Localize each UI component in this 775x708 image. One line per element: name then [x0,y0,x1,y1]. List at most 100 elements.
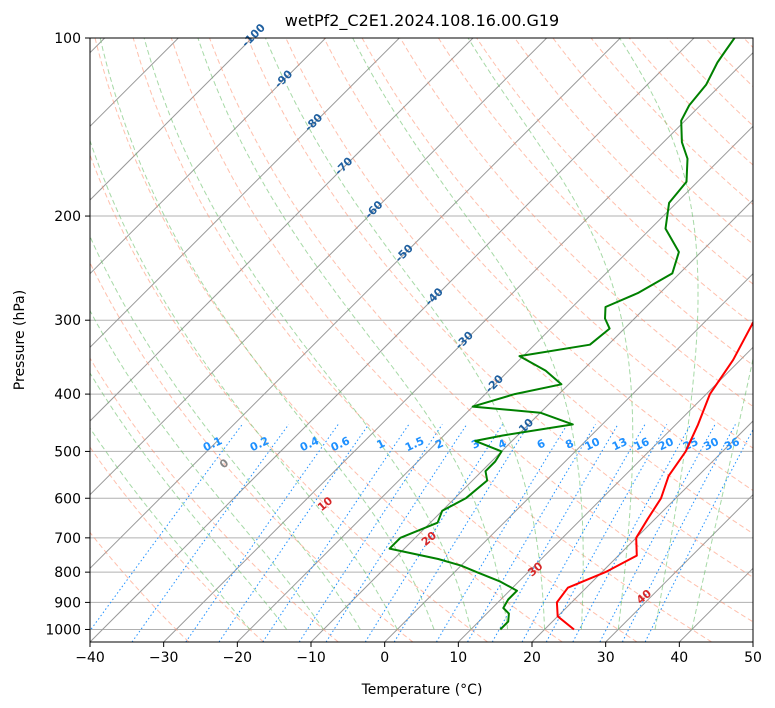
dry-adiabat-line [90,261,414,642]
mixing-ratio-label: 20 [656,435,676,453]
isotherm-label: -50 [393,241,416,264]
x-tick-label: −40 [75,650,105,666]
x-tick-label: −10 [296,650,326,666]
isotherm-label: -80 [302,111,325,134]
isotherm-line [678,567,753,642]
mixing-ratio-label: 25 [681,435,700,453]
isotherm-line [457,346,753,642]
moist-adiabat-line [691,356,753,630]
isotherm-label: -90 [272,67,295,90]
moist-adiabat-line [90,235,361,630]
isotherm-line [90,38,400,349]
moist-adiabat-line [197,38,509,630]
moist-adiabat-line [143,38,472,630]
chart-title: wetPf2_C2E1.2024.108.16.00.G19 [285,11,559,31]
moist-adiabat-line [352,38,584,630]
x-tick-label: 40 [670,650,688,666]
x-tick-label: 10 [449,650,467,666]
isotherm-line [90,38,474,422]
mixing-ratio-line [644,428,753,642]
y-tick-label: 900 [54,595,81,611]
mixing-ratio-line [467,424,596,642]
x-tick-label: 0 [380,650,389,666]
mixing-ratio-line [364,424,504,642]
mixing-ratio-label: 1 [375,437,387,452]
mixing-ratio-line [218,424,370,642]
y-tick-label: 200 [54,209,81,225]
dry-adiabat-line [90,153,488,642]
mixing-ratio-line [262,424,410,642]
mixing-ratio-line [572,424,692,642]
background-lines [90,38,753,642]
dry-adiabat-label: 40 [634,587,654,607]
y-tick-label: 100 [54,31,81,47]
dry-adiabat-line [514,38,753,285]
x-tick-label: 30 [597,650,615,666]
temperature-line [555,320,753,631]
y-tick-label: 300 [54,313,81,329]
axis-ticks: −40 −30 −20 −10 0 10 20 30 40 5010020030040050060… [45,31,762,666]
mixing-ratio-line [491,424,619,642]
isotherm-label: -10 [513,416,536,439]
moist-adiabat-line [90,372,288,630]
mixing-ratio-line [325,424,468,642]
dry-adiabat-line [705,38,753,88]
isotherm-label: -70 [332,154,355,177]
dry-adiabat-line [90,446,264,642]
mixing-ratio-label: 2 [433,437,445,452]
dry-adiabat-line [743,38,753,49]
dewpoint-line [388,38,736,631]
isotherm-label: -40 [423,285,446,308]
profile-series [388,38,753,631]
y-tick-label: 500 [54,444,81,460]
y-tick-label: 400 [54,387,81,403]
mixing-ratio-line [545,424,668,642]
dry-adiabat-line [323,38,753,492]
mixing-ratio-line [621,424,736,642]
mixing-ratio-line [599,424,716,642]
isotherm-line [752,641,753,642]
dry-adiabat-line [437,38,753,366]
x-tick-label: −30 [149,650,179,666]
mixing-ratio-line [521,424,646,642]
y-axis-label: Pressure (hPa) [12,290,28,390]
moist-adiabat-line [619,38,699,630]
y-tick-label: 1000 [45,623,81,639]
isotherm-line [384,272,753,642]
moist-adiabat-line [467,38,634,630]
isotherm-label: -20 [483,372,506,395]
dry-adiabat-line [132,38,638,642]
y-tick-label: 800 [54,565,81,581]
isotherm-line [163,51,753,642]
moist-adiabat-line [90,427,251,630]
isotherm-line [90,38,548,496]
mixing-ratio-line [435,424,568,642]
dry-adiabat-line [90,357,339,642]
isotherm-label: -30 [453,329,476,352]
isotherm-line [605,493,753,642]
mixing-ratio-line [131,424,290,642]
dry-adiabat-line [361,38,753,449]
moist-adiabat-line [90,309,324,630]
plot-frame [89,37,754,643]
isotherm-line [310,199,753,642]
mixing-ratio-label: 30 [702,435,722,453]
moist-adiabat-line [90,139,398,630]
dry-adiabat-line [170,38,712,642]
mixing-ratio-label: 6 [535,437,548,452]
dry-adiabat-line [209,38,753,623]
isotherm-label: -100 [239,21,268,50]
mixing-ratio-label: 13 [610,435,629,453]
isotherm-line [236,125,753,642]
x-tick-label: −20 [223,650,253,666]
line-labels: 0.1 0.2 0.4 0.6 1 1.5 2 3 4 6 8 10 13 16 20 25 30 36-100-… [201,21,742,607]
isotherm-line [90,38,695,642]
mixing-ratio-line [185,424,339,642]
x-tick-label: 20 [523,650,541,666]
dry-adiabat-line [94,38,563,642]
dry-adiabat-line [399,38,753,408]
dry-adiabat-line [590,38,753,206]
x-tick-label: 50 [744,650,762,666]
dry-adiabat-line [247,38,753,578]
